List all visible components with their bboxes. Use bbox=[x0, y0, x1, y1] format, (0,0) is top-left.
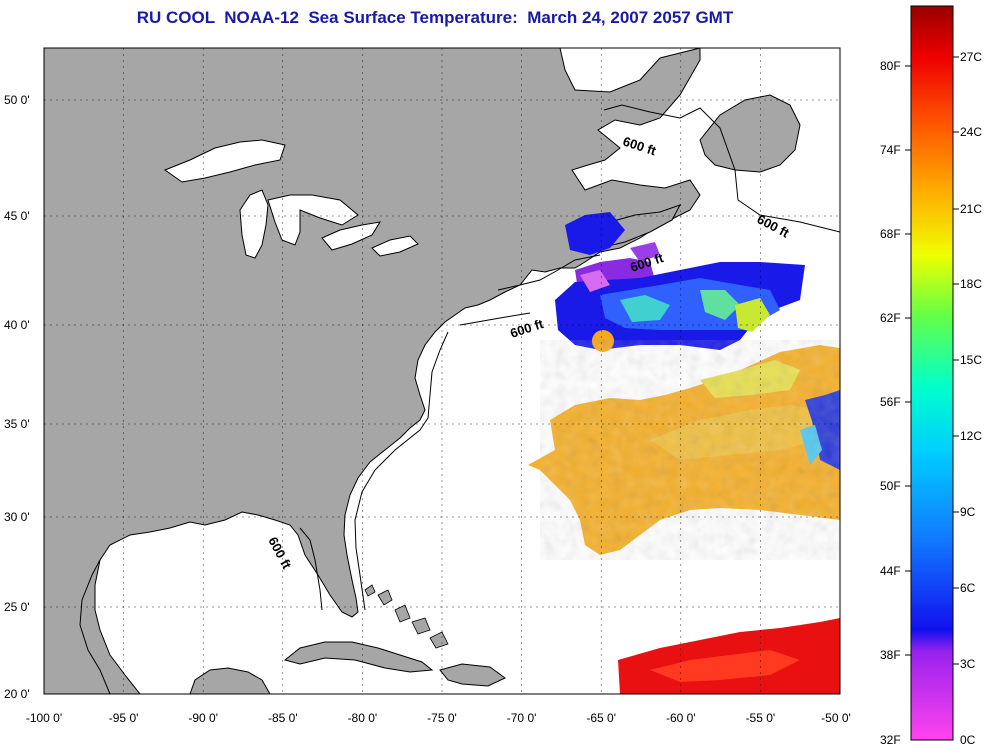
lon-label-65: -65 0' bbox=[586, 711, 616, 725]
colorbar-f-56: 56F bbox=[880, 395, 901, 409]
lon-label-55: -55 0' bbox=[746, 711, 776, 725]
colorbar-c-24: 24C bbox=[960, 125, 982, 139]
map-title: RU COOL NOAA-12 Sea Surface Temperature:… bbox=[136, 8, 734, 27]
sst-speckle bbox=[540, 340, 840, 560]
lat-label-35: 35 0' bbox=[4, 417, 30, 431]
colorbar-c-15: 15C bbox=[960, 353, 982, 367]
colorbar-c-3: 3C bbox=[960, 657, 976, 671]
colorbar-f-68: 68F bbox=[880, 227, 901, 241]
colorbar-f-62: 62F bbox=[880, 311, 901, 325]
colorbar-c-21: 21C bbox=[960, 202, 982, 216]
colorbar-f-50: 50F bbox=[880, 479, 901, 493]
colorbar-f-80: 80F bbox=[880, 59, 901, 73]
land-cuba bbox=[283, 641, 434, 673]
lon-label-85: -85 0' bbox=[268, 711, 298, 725]
colorbar-c-18: 18C bbox=[960, 277, 982, 291]
lon-label-50: -50 0' bbox=[821, 711, 851, 725]
lat-label-45: 45 0' bbox=[4, 209, 30, 223]
great-lakes bbox=[163, 139, 419, 259]
map-frame bbox=[43, 47, 841, 695]
colorbar-f-38: 38F bbox=[880, 648, 901, 662]
lon-label-80: -80 0' bbox=[348, 711, 378, 725]
land-yucatan bbox=[189, 667, 271, 694]
colorbar-c-27: 27C bbox=[960, 50, 982, 64]
land-hispaniola bbox=[439, 663, 506, 687]
lon-label-60: -60 0' bbox=[666, 711, 696, 725]
lon-label-95: -95 0' bbox=[109, 711, 139, 725]
colorbar bbox=[910, 5, 954, 741]
colorbar-c-0: 0C bbox=[960, 733, 976, 747]
colorbar-f-74: 74F bbox=[880, 143, 901, 157]
lat-label-20: 20 0' bbox=[4, 687, 30, 701]
colorbar-c-6: 6C bbox=[960, 581, 976, 595]
bahamas-islands bbox=[364, 584, 449, 649]
depth-contour-600ft bbox=[79, 104, 840, 694]
colorbar-c-12: 12C bbox=[960, 429, 982, 443]
lat-label-40: 40 0' bbox=[4, 318, 30, 332]
lon-label-75: -75 0' bbox=[427, 711, 457, 725]
land-newfoundland bbox=[699, 94, 801, 173]
lon-label-100: -100 0' bbox=[26, 711, 62, 725]
lon-label-70: -70 0' bbox=[507, 711, 537, 725]
lat-label-30: 30 0' bbox=[4, 510, 30, 524]
land-north-america bbox=[44, 48, 701, 694]
lat-label-50: 50 0' bbox=[4, 93, 30, 107]
colorbar-f-44: 44F bbox=[880, 564, 901, 578]
colorbar-c-9: 9C bbox=[960, 505, 976, 519]
graticule bbox=[44, 48, 840, 694]
lon-label-90: -90 0' bbox=[188, 711, 218, 725]
colorbar-f-32: 32F bbox=[880, 733, 901, 747]
lat-label-25: 25 0' bbox=[4, 600, 30, 614]
